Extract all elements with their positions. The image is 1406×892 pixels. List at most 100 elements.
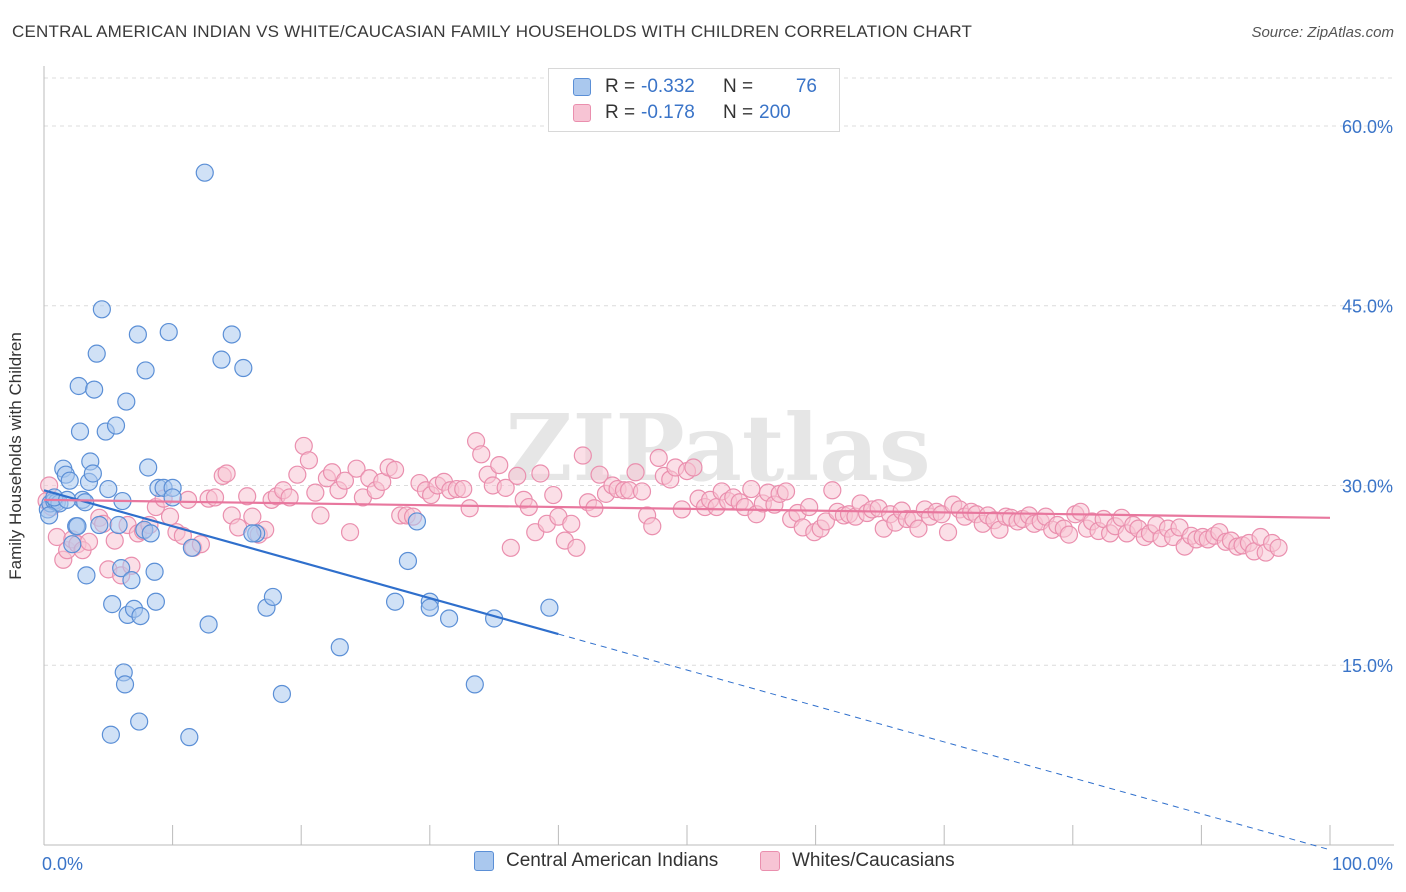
- n-value: 200: [759, 102, 791, 123]
- legend-row-blue: R = -0.332 N = 76: [573, 75, 817, 99]
- white-caucasian-point: [823, 481, 842, 500]
- white-caucasian-point: [590, 465, 609, 484]
- central-american-indian-point: [92, 300, 111, 319]
- white-caucasian-point: [311, 506, 330, 525]
- central-american-indian-point: [182, 538, 201, 557]
- white-caucasian-point: [776, 482, 796, 501]
- central-american-indian-point: [117, 392, 136, 411]
- r-label: R =: [605, 76, 636, 97]
- central-american-indian-point: [136, 361, 155, 380]
- central-american-indian-point: [385, 592, 405, 611]
- legend-label: Central American Indians: [506, 850, 719, 871]
- central-american-indian-point: [199, 615, 218, 634]
- central-american-indian-point: [70, 422, 90, 441]
- central-american-indian-point: [139, 458, 158, 477]
- central-american-indian-point: [540, 598, 559, 617]
- central-american-indian-point: [112, 559, 131, 578]
- central-american-indian-point: [420, 598, 439, 617]
- white-caucasian-point: [632, 482, 652, 501]
- white-caucasian-point: [472, 445, 491, 464]
- central-american-indian-point: [101, 725, 120, 744]
- legend-row-pink: R = -0.178 N = 200: [573, 101, 799, 125]
- central-american-indian-point: [145, 562, 164, 581]
- central-american-indian-point: [63, 535, 82, 554]
- central-american-indian-point: [263, 587, 283, 607]
- central-american-indian-point: [159, 322, 178, 342]
- central-american-indian-point: [77, 566, 96, 585]
- legend-item-central-american-indians: Central American Indians: [474, 850, 718, 872]
- white-caucasian-point: [490, 455, 509, 475]
- white-caucasian-point: [1059, 525, 1079, 544]
- white-caucasian-point: [306, 483, 325, 502]
- white-caucasian-point: [544, 485, 563, 505]
- white-caucasian-point: [573, 446, 592, 465]
- white-caucasian-point: [626, 463, 645, 482]
- central-american-indian-point: [130, 712, 149, 731]
- central-american-indian-point: [439, 609, 459, 628]
- white-caucasian-point: [501, 538, 520, 557]
- white-caucasian-point: [531, 464, 550, 483]
- central-american-indian-point: [330, 638, 349, 657]
- white-caucasian-point: [460, 499, 479, 518]
- series-legend: Central American Indians Whites/Caucasia…: [0, 850, 1406, 878]
- n-label: N =: [723, 76, 754, 97]
- central-american-indian-point: [195, 163, 214, 182]
- white-caucasian-point: [243, 507, 262, 526]
- x-tick-label: 0.0%: [42, 854, 83, 874]
- central-american-indian-point: [69, 376, 88, 396]
- central-american-indian-point: [109, 515, 128, 535]
- blue-swatch: [474, 851, 494, 871]
- white-caucasian-point: [649, 448, 668, 468]
- central-american-indian-point: [99, 479, 118, 499]
- central-american-indian-point: [128, 325, 147, 344]
- central-american-indian-point: [398, 551, 418, 571]
- central-american-indian-point: [40, 506, 59, 525]
- central-american-indian-point: [243, 524, 262, 543]
- white-caucasian-point: [160, 507, 180, 526]
- central-american-indian-point: [83, 464, 102, 483]
- trend-line-central-american-indians: [43, 489, 559, 636]
- white-caucasian-point: [1269, 538, 1288, 557]
- trend-lines: [43, 489, 1331, 851]
- central-american-indian-point: [146, 592, 165, 611]
- central-american-indian-point: [272, 684, 292, 704]
- blue-swatch: [573, 78, 591, 96]
- y-tick-label: 15.0%: [1342, 656, 1393, 676]
- central-american-indian-point: [68, 517, 87, 536]
- white-caucasian-point: [105, 531, 124, 550]
- white-caucasian-point: [280, 488, 299, 507]
- trend-line-whites-caucasians: [43, 498, 1331, 519]
- n-label: N =: [723, 102, 754, 123]
- x-tick-label: 100.0%: [1332, 854, 1393, 874]
- axes: [43, 66, 1394, 846]
- white-caucasian-point: [385, 460, 405, 479]
- white-caucasian-point: [217, 464, 236, 483]
- y-tick-label: 45.0%: [1342, 297, 1393, 317]
- central-american-indian-point: [122, 571, 141, 590]
- white-caucasian-point: [322, 463, 342, 482]
- white-caucasian-point: [562, 514, 581, 533]
- white-caucasian-point: [178, 490, 198, 509]
- trend-line-extension-central-american-indians: [558, 633, 1331, 851]
- white-caucasian-point: [742, 479, 761, 499]
- white-caucasian-point: [684, 458, 703, 477]
- stats-legend: R = -0.332 N = 76 R = -0.178 N = 200: [548, 68, 840, 132]
- central-american-indian-point: [222, 325, 241, 344]
- pink-swatch: [760, 851, 780, 871]
- central-american-indian-point: [180, 728, 199, 747]
- white-caucasian-point: [909, 519, 928, 538]
- white-caucasian-point: [288, 465, 307, 484]
- central-american-indian-point: [87, 344, 106, 363]
- white-caucasian-point: [508, 466, 527, 485]
- pink-swatch: [573, 104, 591, 122]
- r-value: -0.178: [641, 102, 695, 123]
- central-american-indian-point: [85, 380, 104, 399]
- central-american-indian-point: [106, 416, 126, 435]
- white-caucasian-point: [79, 532, 99, 551]
- white-caucasian-point: [643, 517, 662, 536]
- central-american-indian-point: [115, 675, 135, 694]
- white-caucasian-point: [800, 497, 819, 517]
- central-american-indian-point: [103, 595, 122, 614]
- white-caucasian-point: [299, 451, 319, 470]
